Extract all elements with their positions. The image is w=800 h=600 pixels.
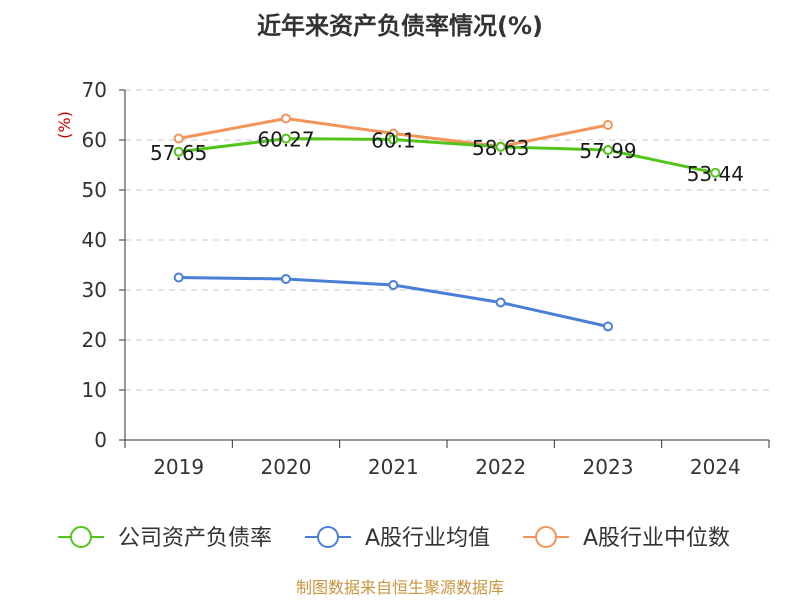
data-point bbox=[173, 133, 184, 144]
x-tick-label: 2023 bbox=[583, 455, 634, 479]
y-tick-label: 50 bbox=[82, 178, 107, 202]
data-point bbox=[173, 146, 184, 157]
legend-label: A股行业均值 bbox=[365, 526, 490, 551]
data-label: 60.27 bbox=[257, 128, 314, 152]
y-axis-unit: (%) bbox=[55, 111, 74, 139]
y-tick-label: 70 bbox=[82, 78, 107, 102]
data-labels: 57.65 60.27 60.1 58.63 57.99 53.44 bbox=[150, 128, 744, 186]
legend-swatch-marker bbox=[535, 526, 557, 548]
data-label: 57.99 bbox=[579, 139, 636, 163]
legend-label: A股行业中位数 bbox=[583, 526, 730, 551]
data-point bbox=[173, 272, 184, 283]
y-tick-label: 20 bbox=[82, 328, 107, 352]
chart-title: 近年来资产负债率情况(%) bbox=[257, 12, 543, 40]
data-point bbox=[495, 141, 506, 152]
y-tick-label: 40 bbox=[82, 228, 107, 252]
data-point bbox=[281, 113, 291, 124]
data-label: 57.65 bbox=[150, 141, 207, 165]
data-point bbox=[281, 274, 291, 284]
y-tick-label: 60 bbox=[82, 128, 107, 152]
data-point bbox=[603, 321, 613, 332]
legend-swatch-marker bbox=[317, 526, 339, 548]
data-point bbox=[495, 297, 506, 308]
legend: 公司资产负债率 A股行业均值 A股行业中位数 bbox=[58, 526, 730, 551]
legend-swatch-marker bbox=[70, 526, 92, 548]
data-label: 58.63 bbox=[472, 136, 529, 160]
legend-label: 公司资产负债率 bbox=[118, 526, 272, 551]
series-layer bbox=[173, 113, 721, 332]
data-point bbox=[710, 167, 721, 178]
axes: 0 10 20 30 40 50 60 70 2019 2020 2021 2022 2023 2024 bbox=[82, 78, 770, 479]
x-tick-label: 2020 bbox=[261, 455, 312, 479]
y-tick-label: 10 bbox=[82, 378, 107, 402]
data-point bbox=[388, 280, 399, 290]
source-note: 制图数据来自恒生聚源数据库 bbox=[296, 578, 504, 597]
x-tick-label: 2024 bbox=[690, 455, 741, 479]
data-label: 60.1 bbox=[371, 129, 416, 153]
data-point bbox=[388, 134, 399, 145]
y-tick-label: 0 bbox=[94, 428, 107, 452]
grid bbox=[125, 89, 769, 391]
data-point bbox=[603, 120, 613, 130]
series-line-0 bbox=[177, 137, 717, 175]
data-point bbox=[603, 145, 613, 156]
data-label: 53.44 bbox=[687, 162, 744, 186]
x-tick-label: 2022 bbox=[475, 455, 526, 479]
data-point bbox=[281, 133, 291, 144]
x-tick-label: 2019 bbox=[153, 455, 204, 479]
y-tick-label: 30 bbox=[82, 278, 107, 302]
x-tick-label: 2021 bbox=[368, 455, 419, 479]
